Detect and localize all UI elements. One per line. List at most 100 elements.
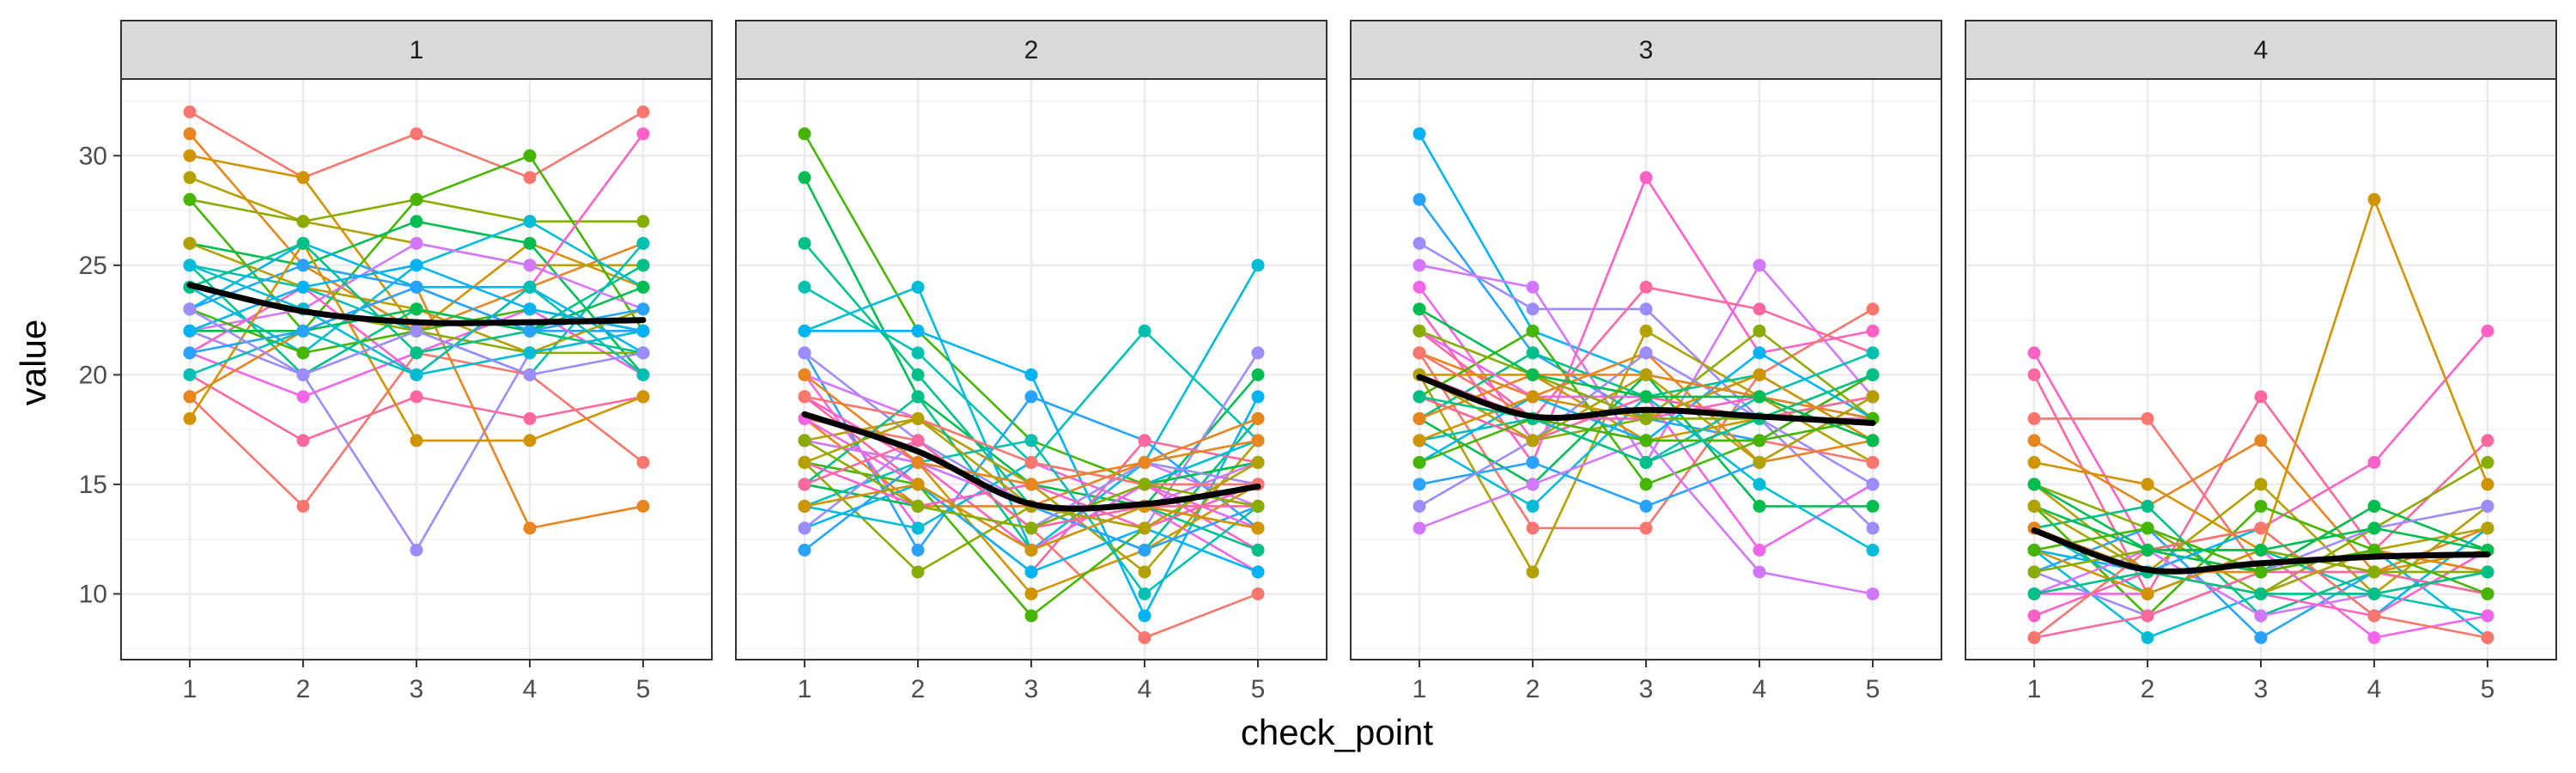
data-point	[798, 478, 811, 491]
data-point	[1251, 587, 1265, 600]
data-point	[1866, 478, 1880, 491]
data-point	[1413, 280, 1426, 294]
data-point	[911, 521, 925, 535]
data-point	[2367, 192, 2381, 206]
data-point	[636, 390, 650, 404]
x-tick-label: 2	[2141, 675, 2155, 703]
data-point	[523, 346, 537, 360]
data-point	[636, 259, 650, 272]
data-point	[183, 411, 197, 425]
x-tick-label: 5	[1251, 675, 1266, 703]
data-point	[636, 455, 650, 469]
x-tick-label: 3	[1639, 675, 1654, 703]
data-point	[2141, 521, 2154, 535]
data-point	[523, 236, 537, 250]
data-point	[636, 105, 650, 119]
x-tick-label: 1	[2027, 675, 2042, 703]
trend-line	[2031, 526, 2491, 575]
data-point	[1753, 499, 1766, 513]
data-point	[2481, 434, 2494, 447]
data-point	[1413, 346, 1426, 360]
data-point	[1413, 499, 1426, 513]
y-tick-label: 10	[79, 580, 107, 608]
data-point	[1866, 587, 1880, 600]
data-point	[1753, 543, 1766, 557]
data-point	[2254, 630, 2268, 644]
data-point	[2027, 499, 2041, 513]
x-tick-label: 1	[798, 675, 812, 703]
data-point	[2481, 521, 2494, 535]
data-point	[2141, 411, 2154, 425]
data-point	[911, 499, 925, 513]
data-point	[1413, 127, 1426, 141]
x-tick-label: 1	[183, 675, 197, 703]
data-point	[798, 543, 811, 557]
x-tick-label: 4	[1753, 675, 1767, 703]
data-point	[1526, 368, 1540, 381]
x-tick-label: 3	[2254, 675, 2269, 703]
facet-panel-2: 2 1 2 3 4 5	[735, 20, 1327, 703]
data-point	[911, 390, 925, 404]
data-point	[911, 368, 925, 381]
facet-strip-label: 4	[2254, 36, 2269, 64]
data-point	[1024, 587, 1038, 600]
data-point	[1526, 499, 1540, 513]
facet-strip-label: 3	[1639, 36, 1654, 64]
x-axis: 1 2 3 4 5	[1413, 660, 1880, 703]
data-point	[2254, 390, 2268, 404]
data-point	[2027, 565, 2041, 579]
data-point	[636, 215, 650, 228]
data-point	[798, 280, 811, 294]
data-point	[410, 368, 423, 381]
data-point	[1024, 521, 1038, 535]
data-point	[2481, 630, 2494, 644]
data-point	[183, 149, 197, 162]
data-point	[1251, 411, 1265, 425]
data-point	[183, 324, 197, 338]
data-point	[1639, 478, 1653, 491]
data-point	[911, 434, 925, 447]
data-point	[1138, 478, 1151, 491]
data-point	[2254, 587, 2268, 600]
x-tick-label: 2	[296, 675, 311, 703]
data-point	[798, 521, 811, 535]
data-point	[410, 280, 423, 294]
data-point	[1526, 478, 1540, 491]
data-point	[1138, 630, 1151, 644]
data-point	[1413, 411, 1426, 425]
data-point	[523, 259, 537, 272]
data-point	[1639, 411, 1653, 425]
data-point	[798, 324, 811, 338]
data-point	[911, 565, 925, 579]
data-point	[1413, 259, 1426, 272]
data-point	[911, 478, 925, 491]
x-tick-label: 1	[1413, 675, 1427, 703]
data-point	[1526, 280, 1540, 294]
data-point	[2141, 587, 2154, 600]
facet-strip	[120, 20, 713, 80]
data-point	[1413, 390, 1426, 404]
data-point	[2254, 521, 2268, 535]
data-point	[1526, 324, 1540, 338]
data-point	[1866, 302, 1880, 316]
data-point	[410, 259, 423, 272]
data-point	[2481, 609, 2494, 623]
data-point	[1753, 565, 1766, 579]
data-point	[2254, 543, 2268, 557]
data-point	[1639, 324, 1653, 338]
data-point	[1251, 390, 1265, 404]
data-point	[2481, 478, 2494, 491]
data-point	[798, 171, 811, 185]
data-point	[2027, 587, 2041, 600]
data-point	[1753, 259, 1766, 272]
data-point	[2254, 499, 2268, 513]
y-tick-label: 15	[79, 471, 107, 499]
data-point	[1866, 434, 1880, 447]
data-point	[410, 346, 423, 360]
data-point	[911, 411, 925, 425]
data-point	[1639, 368, 1653, 381]
data-point	[296, 499, 310, 513]
data-point	[183, 127, 197, 141]
data-point	[1024, 609, 1038, 623]
data-point	[798, 434, 811, 447]
